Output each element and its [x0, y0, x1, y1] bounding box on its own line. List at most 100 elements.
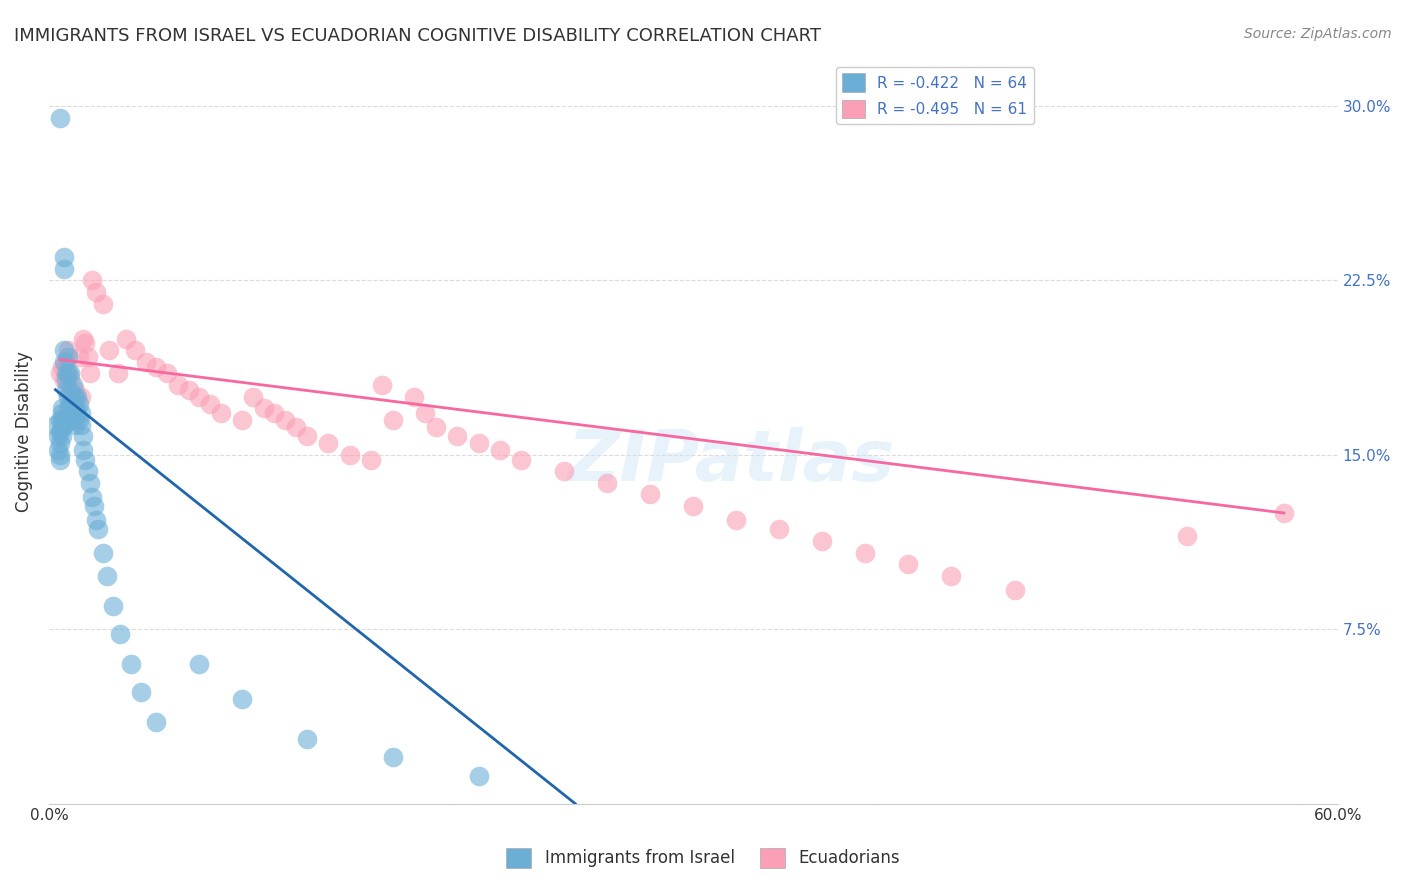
Point [489, 443, 512, 458]
Point [53, 374, 76, 388]
Point [48, 436, 70, 450]
Legend: Immigrants from Israel, Ecuadorians: Immigrants from Israel, Ecuadorians [499, 841, 907, 875]
Point [939, 568, 962, 582]
Point [811, 533, 834, 548]
Point [177, 383, 200, 397]
Point [725, 513, 748, 527]
Point [55, 374, 77, 388]
Point [79, 475, 101, 490]
Point [51, 359, 73, 374]
Point [316, 436, 339, 450]
Point [91, 297, 114, 311]
Point [156, 367, 179, 381]
Point [66, 406, 89, 420]
Point [62, 390, 84, 404]
Point [510, 452, 533, 467]
Legend: R = -0.422   N = 64, R = -0.495   N = 61: R = -0.422 N = 64, R = -0.495 N = 61 [837, 67, 1033, 124]
Point [51, 420, 73, 434]
Point [46, 429, 69, 443]
Point [295, 429, 318, 443]
Point [76, 350, 98, 364]
Point [58, 367, 80, 381]
Point [120, 657, 142, 672]
Point [59, 413, 82, 427]
Point [425, 420, 447, 434]
Point [51, 401, 73, 416]
Text: IMMIGRANTS FROM ISRAEL VS ECUADORIAN COGNITIVE DISABILITY CORRELATION CHART: IMMIGRANTS FROM ISRAEL VS ECUADORIAN COG… [14, 27, 821, 45]
Point [467, 769, 489, 783]
Point [76, 464, 98, 478]
Point [48, 413, 70, 427]
Point [108, 627, 131, 641]
Point [166, 378, 188, 392]
Point [381, 750, 404, 764]
Point [48, 452, 70, 467]
Point [853, 545, 876, 559]
Point [62, 378, 84, 392]
Point [55, 413, 77, 427]
Point [897, 557, 920, 571]
Point [98, 343, 121, 358]
Point [80, 273, 103, 287]
Point [62, 394, 84, 409]
Point [467, 436, 489, 450]
Point [70, 390, 93, 404]
Point [58, 343, 80, 358]
Point [72, 429, 94, 443]
Point [55, 355, 77, 369]
Point [596, 475, 619, 490]
Point [404, 390, 426, 404]
Point [67, 413, 90, 427]
Point [274, 413, 297, 427]
Point [339, 448, 361, 462]
Point [63, 390, 86, 404]
Point [44, 417, 66, 432]
Point [53, 250, 76, 264]
Point [48, 367, 70, 381]
Point [263, 406, 285, 420]
Point [285, 420, 308, 434]
Point [145, 359, 167, 374]
Point [70, 406, 93, 420]
Point [48, 111, 70, 125]
Point [87, 522, 110, 536]
Point [63, 383, 86, 397]
Point [188, 390, 211, 404]
Point [63, 401, 86, 416]
Point [96, 568, 118, 582]
Point [381, 413, 404, 427]
Point [48, 425, 70, 439]
Point [46, 443, 69, 458]
Point [59, 383, 82, 397]
Point [768, 522, 790, 536]
Point [91, 545, 114, 559]
Point [198, 397, 221, 411]
Point [253, 401, 276, 416]
Point [79, 367, 101, 381]
Point [553, 464, 575, 478]
Text: ZIPatlas: ZIPatlas [568, 427, 896, 496]
Point [107, 367, 129, 381]
Point [55, 367, 77, 381]
Text: Source: ZipAtlas.com: Source: ZipAtlas.com [1244, 27, 1392, 41]
Y-axis label: Cognitive Disability: Cognitive Disability [15, 351, 32, 512]
Point [75, 452, 97, 467]
Point [59, 397, 82, 411]
Point [231, 692, 253, 706]
Point [75, 336, 97, 351]
Point [295, 731, 318, 746]
Point [53, 343, 76, 358]
Point [72, 332, 94, 346]
Point [55, 383, 77, 397]
Point [145, 715, 167, 730]
Point [1004, 582, 1026, 597]
Point [83, 499, 105, 513]
Point [53, 355, 76, 369]
Point [640, 487, 662, 501]
Point [135, 355, 157, 369]
Point [231, 413, 253, 427]
Point [371, 378, 394, 392]
Point [67, 350, 90, 364]
Point [62, 413, 84, 427]
Point [59, 371, 82, 385]
